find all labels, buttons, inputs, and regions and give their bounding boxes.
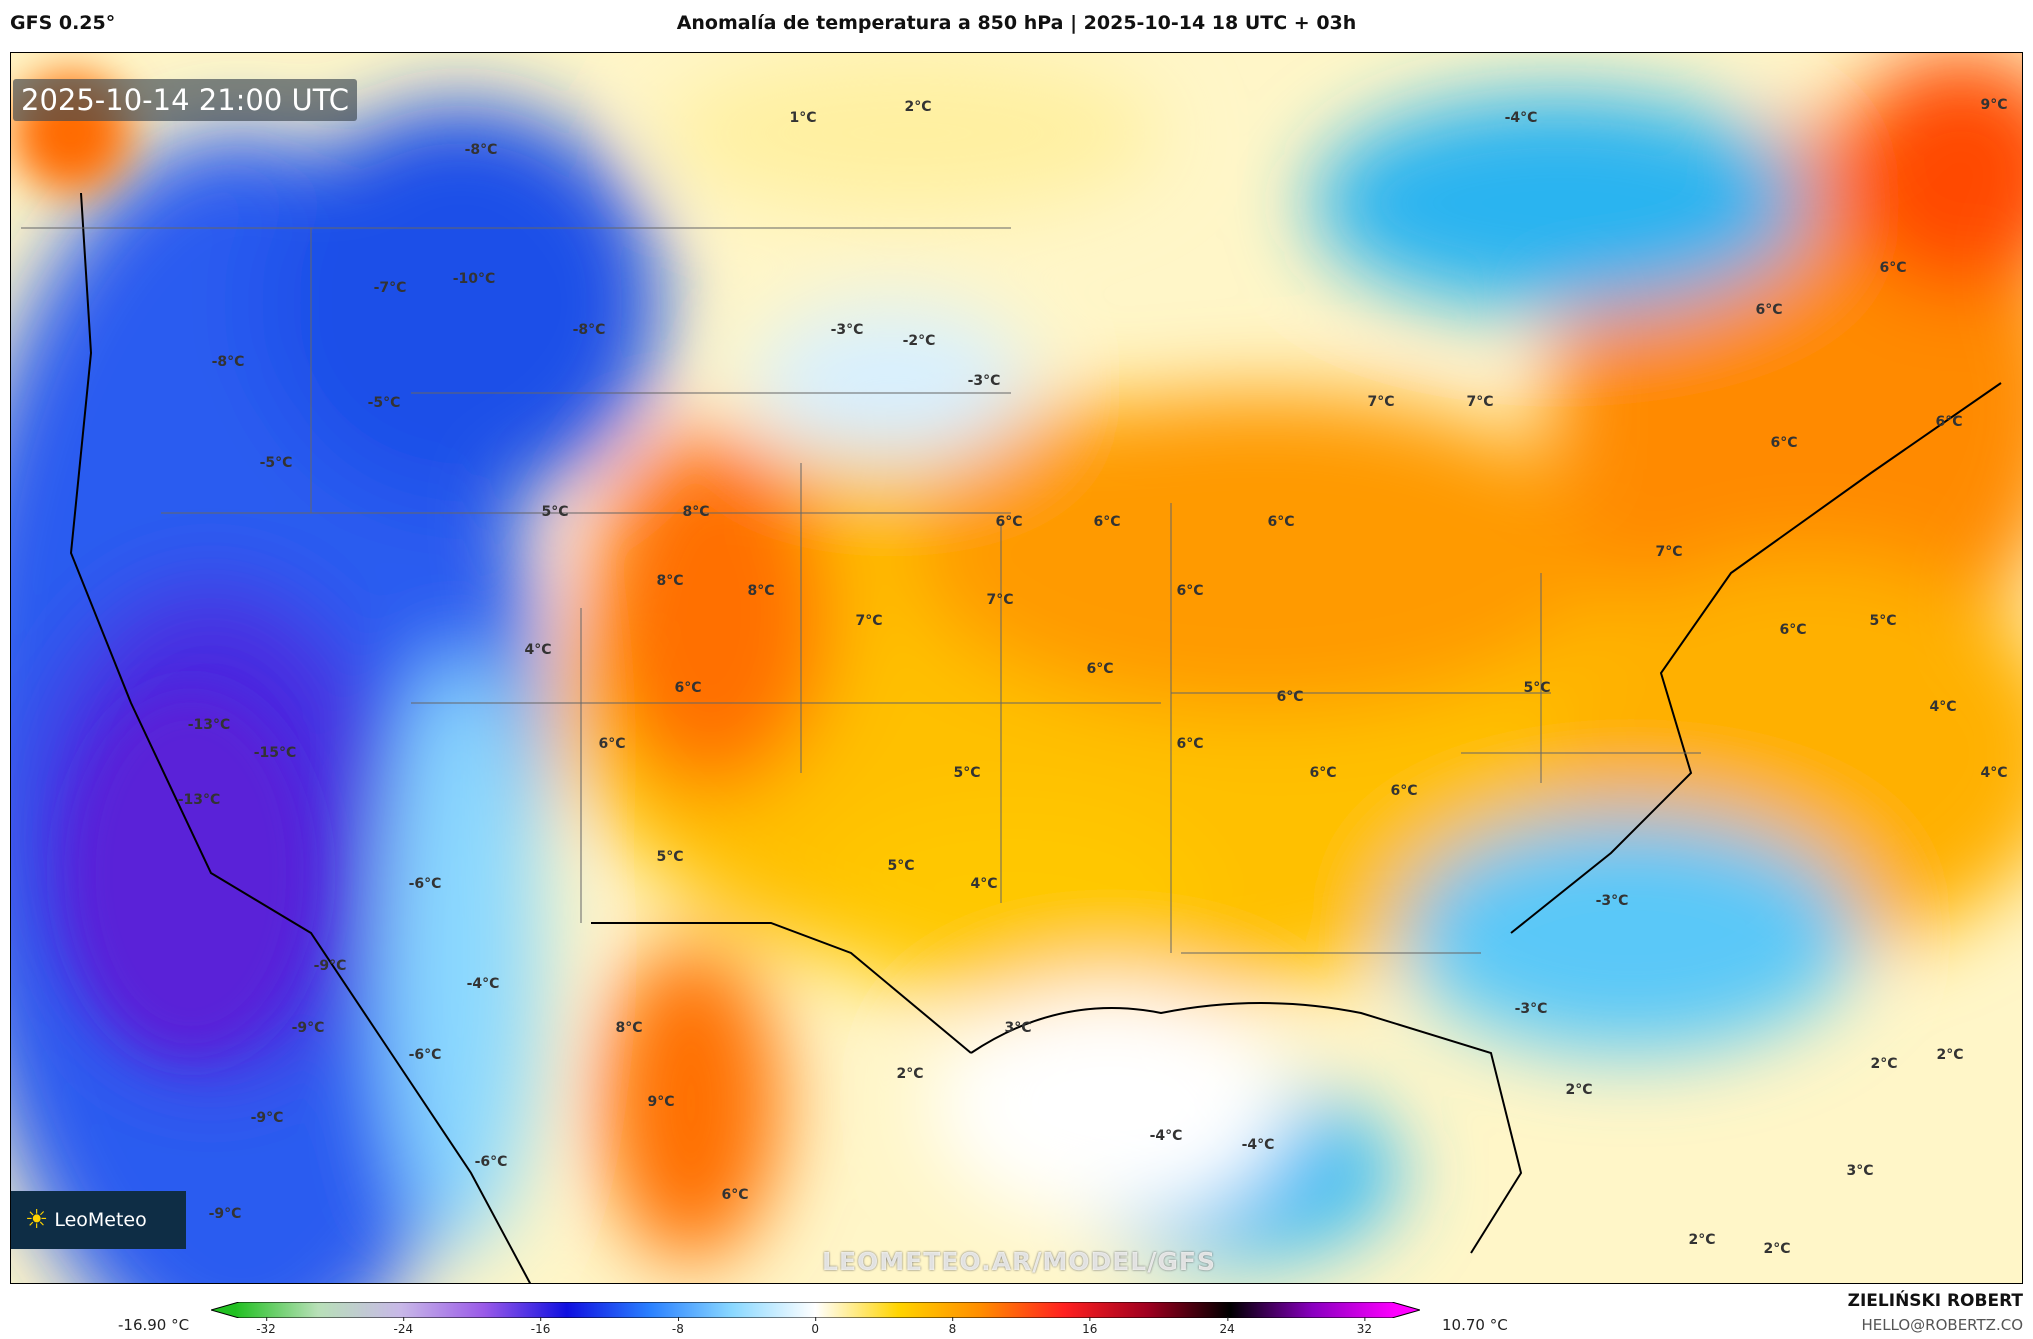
temperature-label: 8°C: [682, 504, 710, 520]
colorbar: [211, 1302, 1420, 1318]
temperature-label: 6°C: [721, 1187, 749, 1203]
temperature-label: 6°C: [1879, 260, 1907, 276]
temperature-label: 9°C: [1980, 97, 2008, 113]
temperature-label: -5°C: [259, 455, 293, 471]
logo-text: LeoMeteo: [54, 1209, 147, 1231]
colorbar-max-label: 10.70 °C: [1442, 1316, 1508, 1334]
temperature-label: 7°C: [855, 613, 883, 629]
temperature-label: -6°C: [474, 1154, 508, 1170]
colorbar-tick: -24: [393, 1317, 414, 1336]
colorbar-tick: -8: [671, 1317, 684, 1336]
temperature-label: 1°C: [789, 110, 817, 126]
temperature-label: -4°C: [1504, 110, 1538, 126]
temperature-label: 4°C: [1980, 765, 2008, 781]
temperature-label: -4°C: [466, 976, 500, 992]
temperature-label: 3°C: [1846, 1163, 1874, 1179]
temperature-label: 6°C: [1276, 689, 1304, 705]
temperature-label: 3°C: [1004, 1020, 1032, 1036]
temperature-label: 2°C: [1936, 1047, 1964, 1063]
temperature-label: 9°C: [647, 1094, 675, 1110]
author-name: ZIELIŃSKI ROBERT: [1847, 1291, 2023, 1311]
anomaly-map: -8°C 1°C 2°C -4°C 9°C -10°C -7°C -8°C -3°C -2°C -8…: [10, 52, 2023, 1284]
temperature-label: -4°C: [1149, 1128, 1183, 1144]
temperature-label: -8°C: [464, 142, 498, 158]
colorbar-tick: 24: [1219, 1317, 1235, 1336]
watermark: LEOMETEO.AR/MODEL/GFS: [822, 1247, 1216, 1276]
temperature-label: -8°C: [211, 354, 245, 370]
temperature-label: 2°C: [1870, 1056, 1898, 1072]
chart-title: Anomalía de temperatura a 850 hPa | 2025…: [676, 12, 1357, 34]
temperature-label: 6°C: [1779, 622, 1807, 638]
map-field: [11, 53, 2022, 1283]
temperature-label: 5°C: [1523, 680, 1551, 696]
temperature-label: 2°C: [896, 1066, 924, 1082]
temperature-label: -15°C: [253, 745, 297, 761]
temperature-label: -8°C: [572, 322, 606, 338]
author-email[interactable]: HELLO@ROBERTZ.CO: [1861, 1316, 2023, 1334]
colorbar-tick: -32: [256, 1317, 276, 1336]
temperature-label: -9°C: [250, 1110, 284, 1126]
temperature-label: 6°C: [1176, 736, 1204, 752]
temperature-label: -9°C: [313, 958, 347, 974]
temperature-label: -6°C: [408, 1047, 442, 1063]
temperature-label: -5°C: [367, 395, 401, 411]
temperature-label: -9°C: [208, 1206, 242, 1222]
temperature-label: 7°C: [1655, 544, 1683, 560]
temperature-label: 2°C: [1763, 1241, 1791, 1257]
temperature-label: 5°C: [887, 858, 915, 874]
temperature-label: 8°C: [747, 583, 775, 599]
temperature-label: -4°C: [1241, 1137, 1275, 1153]
temperature-label: 4°C: [1929, 699, 1957, 715]
temperature-label: 7°C: [1466, 394, 1494, 410]
leometeo-logo[interactable]: ☀ LeoMeteo: [11, 1191, 186, 1249]
temperature-label: 7°C: [1367, 394, 1395, 410]
colorbar-tick: 0: [811, 1317, 820, 1336]
temperature-label: 6°C: [1935, 414, 1963, 430]
temperature-label: -3°C: [1595, 893, 1629, 909]
colorbar-tick: 8: [948, 1317, 957, 1336]
temperature-label: 6°C: [1086, 661, 1114, 677]
model-name: GFS 0.25°: [10, 12, 116, 34]
temperature-label: -6°C: [408, 876, 442, 892]
temperature-label: 8°C: [656, 573, 684, 589]
temperature-label: 6°C: [1309, 765, 1337, 781]
temperature-label: 5°C: [1869, 613, 1897, 629]
temperature-label: 7°C: [986, 592, 1014, 608]
temperature-label: 6°C: [674, 680, 702, 696]
temperature-label: 6°C: [1755, 302, 1783, 318]
temperature-label: -3°C: [830, 322, 864, 338]
temperature-label: 6°C: [1267, 514, 1295, 530]
valid-time-stamp: 2025-10-14 21:00 UTC: [13, 79, 358, 121]
colorbar-tick: 16: [1082, 1317, 1098, 1336]
temperature-label: 6°C: [1770, 435, 1798, 451]
temperature-label: 2°C: [1688, 1232, 1716, 1248]
temperature-label: -3°C: [967, 373, 1001, 389]
temperature-label: -13°C: [187, 717, 231, 733]
temperature-label: 5°C: [541, 504, 569, 520]
temperature-label: -7°C: [373, 280, 407, 296]
colorbar-min-label: -16.90 °C: [118, 1316, 190, 1334]
temperature-label: 5°C: [656, 849, 684, 865]
colorbar-tick: 32: [1356, 1317, 1373, 1336]
temperature-label: -9°C: [291, 1020, 325, 1036]
temperature-label: 2°C: [1565, 1082, 1593, 1098]
temperature-label: 6°C: [598, 736, 626, 752]
temperature-label: 4°C: [970, 876, 998, 892]
temperature-label: 6°C: [995, 514, 1023, 530]
temperature-label: -2°C: [902, 333, 936, 349]
temperature-label: 2°C: [904, 99, 932, 115]
temperature-label: 6°C: [1176, 583, 1204, 599]
temperature-label: 6°C: [1093, 514, 1121, 530]
temperature-label: 8°C: [615, 1020, 643, 1036]
temperature-label: -3°C: [1514, 1001, 1548, 1017]
temperature-label: 6°C: [1390, 783, 1418, 799]
temperature-label: -10°C: [452, 271, 496, 287]
sun-icon: ☀: [25, 1205, 49, 1235]
colorbar-tick: -16: [530, 1317, 551, 1336]
temperature-label: 4°C: [524, 642, 552, 658]
temperature-label: 5°C: [953, 765, 981, 781]
temperature-label: -13°C: [177, 792, 221, 808]
